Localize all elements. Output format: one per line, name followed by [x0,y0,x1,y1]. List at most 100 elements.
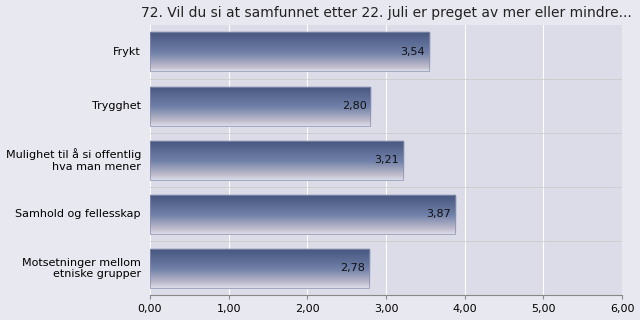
Bar [150,150,403,151]
Bar [150,106,371,107]
Bar [150,260,369,261]
Bar [150,162,403,163]
Bar [150,201,454,202]
Bar [150,249,369,250]
Bar [150,100,371,101]
Bar [150,119,371,120]
Bar [150,70,429,71]
Bar [150,270,369,271]
Bar [150,153,403,154]
Bar [150,212,454,213]
Bar [150,266,369,267]
Bar [150,274,369,275]
Bar [150,152,403,153]
Bar [150,109,371,110]
Bar [150,61,429,62]
Bar [150,49,429,50]
Bar [150,57,429,58]
Bar [150,65,429,66]
Bar [150,229,454,230]
Bar [150,160,403,161]
Bar [150,273,369,274]
Bar [150,230,454,231]
Bar [150,264,369,266]
Bar [150,158,403,159]
Bar [150,167,403,168]
Bar [150,205,454,206]
Bar [150,210,454,211]
Bar [150,154,403,155]
Bar [150,113,371,114]
Bar [150,165,403,166]
Bar [150,195,454,234]
Title: 72. Vil du si at samfunnet etter 22. juli er preget av mer eller mindre...: 72. Vil du si at samfunnet etter 22. jul… [141,5,632,20]
Bar [150,36,429,37]
Bar [150,141,403,142]
Bar [150,123,371,124]
Bar [150,104,371,105]
Bar [150,278,369,279]
Bar [150,225,454,226]
Bar [150,178,403,179]
Bar [150,143,403,144]
Bar [150,90,371,91]
Bar [150,232,454,233]
Bar [150,110,371,111]
Text: 3,54: 3,54 [400,47,425,57]
Bar [150,43,429,44]
Bar [150,159,403,160]
Bar [150,63,429,64]
Bar [150,171,403,172]
Bar [150,217,454,218]
Bar [150,286,369,287]
Bar [150,120,371,121]
Bar [150,117,371,118]
Bar [150,211,454,212]
Bar [150,33,429,35]
Bar [150,93,371,94]
Bar [150,250,369,251]
Bar [150,103,371,104]
Bar [150,253,369,254]
Bar [150,38,429,39]
Bar [150,279,369,280]
Bar [150,41,429,42]
Bar [150,55,429,56]
Bar [150,145,403,146]
Bar [150,68,429,69]
Bar [150,272,369,273]
Bar [150,283,369,284]
Bar [150,271,369,272]
Bar [150,262,369,263]
Bar [150,215,454,216]
Text: 2,80: 2,80 [342,101,366,111]
Bar [150,173,403,174]
Bar [150,53,429,54]
Bar [150,228,454,229]
Bar [150,198,454,199]
Bar [150,176,403,177]
Bar [150,149,403,150]
Bar [150,111,371,112]
Bar [150,208,454,209]
Bar [150,233,454,234]
Bar [150,197,454,198]
Bar [150,207,454,208]
Bar [150,42,429,43]
Bar [150,59,429,60]
Bar [150,40,429,41]
Bar [150,48,429,49]
Bar [150,168,403,169]
Bar [150,282,369,283]
Bar [150,99,371,100]
Bar [150,206,454,207]
Bar [150,276,369,277]
Bar [150,172,403,173]
Bar [150,202,454,203]
Bar [150,259,369,260]
Bar [150,64,429,65]
Bar [150,209,454,210]
Bar [150,118,371,119]
Bar [150,155,403,156]
Bar [150,46,429,47]
